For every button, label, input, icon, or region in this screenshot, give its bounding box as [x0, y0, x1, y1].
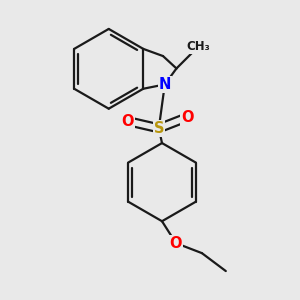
Text: CH₃: CH₃: [187, 40, 210, 53]
Text: S: S: [154, 121, 164, 136]
Text: O: O: [181, 110, 194, 124]
Text: N: N: [159, 77, 171, 92]
Text: O: O: [122, 114, 134, 129]
Text: O: O: [170, 236, 182, 250]
